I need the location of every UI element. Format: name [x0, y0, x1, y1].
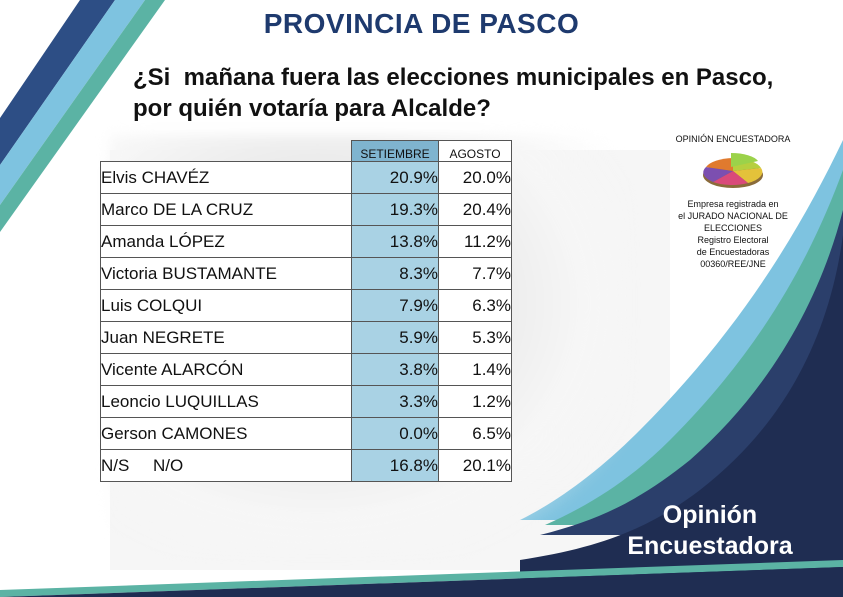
agosto-value: 20.0% — [438, 161, 512, 194]
column-header-setiembre: SETIEMBRE — [351, 140, 439, 162]
logo-line: Empresa registrada en — [687, 199, 779, 209]
logo-description: Empresa registrada en el JURADO NACIONAL… — [668, 198, 798, 270]
table-row: Vicente ALARCÓN 3.8% 1.4% — [100, 353, 512, 386]
table-row: Elvis CHAVÉZ 20.9% 20.0% — [100, 161, 512, 194]
brand-line-1: Opinión — [662, 501, 758, 529]
survey-question: ¿Si mañana fuera las elecciones municipa… — [133, 62, 823, 124]
setiembre-value: 20.9% — [351, 161, 439, 194]
candidate-name: Amanda LÓPEZ — [100, 225, 352, 258]
table-row: Luis COLQUI 7.9% 6.3% — [100, 289, 512, 322]
agosto-value: 20.1% — [438, 449, 512, 482]
candidate-name: Gerson CAMONES — [100, 417, 352, 450]
setiembre-value: 5.9% — [351, 321, 439, 354]
pie-logo-icon — [703, 152, 763, 188]
table-row: Leoncio LUQUILLAS 3.3% 1.2% — [100, 385, 512, 418]
setiembre-value: 8.3% — [351, 257, 439, 290]
table-row: Gerson CAMONES 0.0% 6.5% — [100, 417, 512, 450]
company-logo-block: OPINIÓN ENCUESTADORA Empresa registrada … — [668, 133, 798, 270]
candidate-name: Marco DE LA CRUZ — [100, 193, 352, 226]
table-row: Juan NEGRETE 5.9% 5.3% — [100, 321, 512, 354]
candidate-name: Luis COLQUI — [100, 289, 352, 322]
agosto-value: 6.3% — [438, 289, 512, 322]
question-line-2: por quién votaría para Alcalde? — [133, 95, 491, 122]
logo-title: OPINIÓN ENCUESTADORA — [675, 134, 791, 144]
table-row: Marco DE LA CRUZ 19.3% 20.4% — [100, 193, 512, 226]
logo-line: Registro Electoral — [697, 235, 769, 245]
setiembre-value: 19.3% — [351, 193, 439, 226]
table-row: Victoria BUSTAMANTE 8.3% 7.7% — [100, 257, 512, 290]
header-blank — [101, 141, 352, 162]
candidate-name: N/S N/O — [100, 449, 352, 482]
brand-line-2: Encuestadora — [627, 532, 793, 560]
results-table: SETIEMBRE AGOSTO Elvis CHAVÉZ 20.9% 20.0% M… — [100, 140, 512, 482]
agosto-value: 11.2% — [438, 225, 512, 258]
logo-line: el JURADO NACIONAL DE — [678, 211, 788, 221]
agosto-value: 5.3% — [438, 321, 512, 354]
logo-line: 00360/REE/JNE — [700, 259, 766, 269]
brand-name: Opinión Encuestadora — [590, 500, 830, 562]
column-header-agosto: AGOSTO — [438, 140, 512, 162]
logo-line: ELECCIONES — [703, 223, 763, 233]
candidate-name: Juan NEGRETE — [100, 321, 352, 354]
candidate-name: Victoria BUSTAMANTE — [100, 257, 352, 290]
question-line-1: ¿Si mañana fuera las elecciones municipa… — [133, 64, 774, 91]
candidate-name: Elvis CHAVÉZ — [100, 161, 352, 194]
page-title: PROVINCIA DE PASCO — [263, 8, 580, 39]
agosto-value: 1.2% — [438, 385, 512, 418]
setiembre-value: 7.9% — [351, 289, 439, 322]
logo-line: de Encuestadoras — [696, 247, 770, 257]
agosto-value: 7.7% — [438, 257, 512, 290]
table-row: Amanda LÓPEZ 13.8% 11.2% — [100, 225, 512, 258]
setiembre-value: 0.0% — [351, 417, 439, 450]
agosto-value: 6.5% — [438, 417, 512, 450]
setiembre-value: 3.3% — [351, 385, 439, 418]
setiembre-value: 16.8% — [351, 449, 439, 482]
table-row: N/S N/O 16.8% 20.1% — [100, 449, 512, 482]
candidate-name: Vicente ALARCÓN — [100, 353, 352, 386]
agosto-value: 20.4% — [438, 193, 512, 226]
setiembre-value: 13.8% — [351, 225, 439, 258]
setiembre-value: 3.8% — [351, 353, 439, 386]
agosto-value: 1.4% — [438, 353, 512, 386]
candidate-name: Leoncio LUQUILLAS — [100, 385, 352, 418]
